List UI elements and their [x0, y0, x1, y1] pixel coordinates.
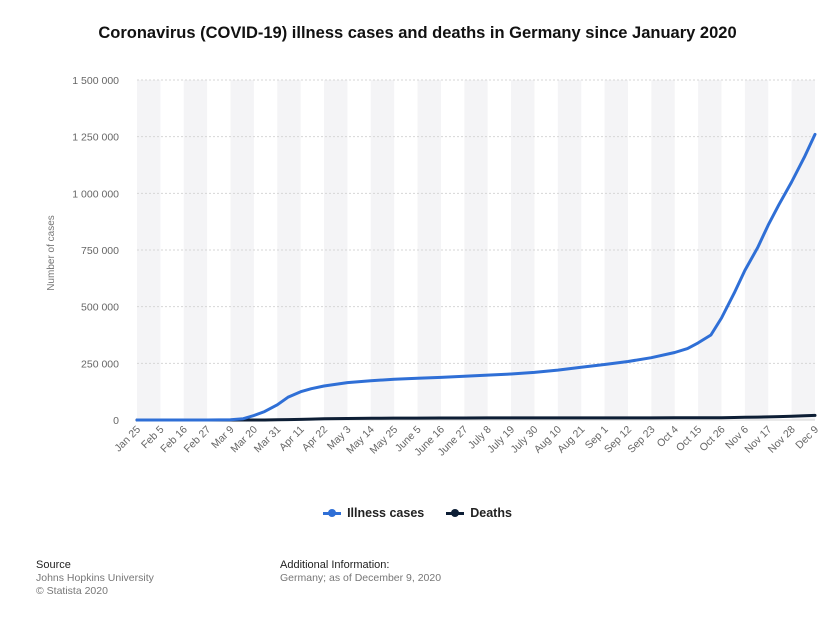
legend-item-deaths[interactable]: Deaths	[446, 506, 512, 520]
line-marker-icon	[446, 508, 465, 518]
y-tick-label: 1 500 000	[72, 75, 119, 87]
background-band	[604, 80, 628, 420]
series-lines	[135, 132, 817, 422]
y-axis-tick-labels: 0 250 000 500 000 750 000 1 000 000 1 250 000…	[72, 75, 119, 427]
legend: Illness cases Deaths	[0, 506, 835, 520]
additional-info-text: Germany; as of December 9, 2020	[280, 572, 442, 584]
series-line-illness-cases	[135, 132, 817, 422]
source-block: Source Johns Hopkins University © Statis…	[36, 559, 154, 598]
legend-label: Deaths	[470, 506, 512, 520]
background-band	[137, 80, 161, 420]
background-band	[464, 80, 488, 420]
background-band	[791, 80, 815, 420]
additional-info-heading: Additional Information:	[280, 559, 390, 571]
copyright-line: © Statista 2020	[36, 585, 108, 597]
legend-item-illness-cases[interactable]: Illness cases	[323, 506, 424, 520]
chart-title: Coronavirus (COVID-19) illness cases and…	[98, 24, 737, 42]
background-band	[324, 80, 348, 420]
source-heading: Source	[36, 559, 71, 571]
x-tick-label: Jan 25	[112, 424, 143, 455]
y-axis-label: Number of cases	[46, 215, 57, 291]
y-tick-label: 0	[113, 415, 119, 427]
background-band	[277, 80, 301, 420]
legend-label: Illness cases	[347, 506, 425, 520]
y-tick-label: 1 000 000	[72, 188, 119, 200]
x-tick-label: Oct 26	[697, 424, 727, 454]
x-tick-label: Dec 9	[793, 424, 821, 452]
y-tick-label: 500 000	[81, 302, 119, 314]
source-line[interactable]: Johns Hopkins University	[36, 572, 154, 584]
x-tick-label: Apr 22	[300, 424, 330, 454]
y-tick-label: 1 250 000	[72, 132, 119, 144]
background-band	[183, 80, 208, 420]
y-tick-label: 250 000	[81, 358, 119, 370]
additional-info-block: Additional Information: Germany; as of D…	[280, 559, 441, 585]
x-tick-label: Mar 31	[252, 424, 284, 456]
background-band	[651, 80, 675, 420]
series-line-deaths	[135, 413, 817, 422]
y-tick-label: 750 000	[81, 245, 119, 257]
x-tick-label: Feb 27	[182, 424, 214, 456]
line-marker-icon	[323, 508, 342, 518]
x-tick-label: Oct 15	[674, 424, 704, 454]
